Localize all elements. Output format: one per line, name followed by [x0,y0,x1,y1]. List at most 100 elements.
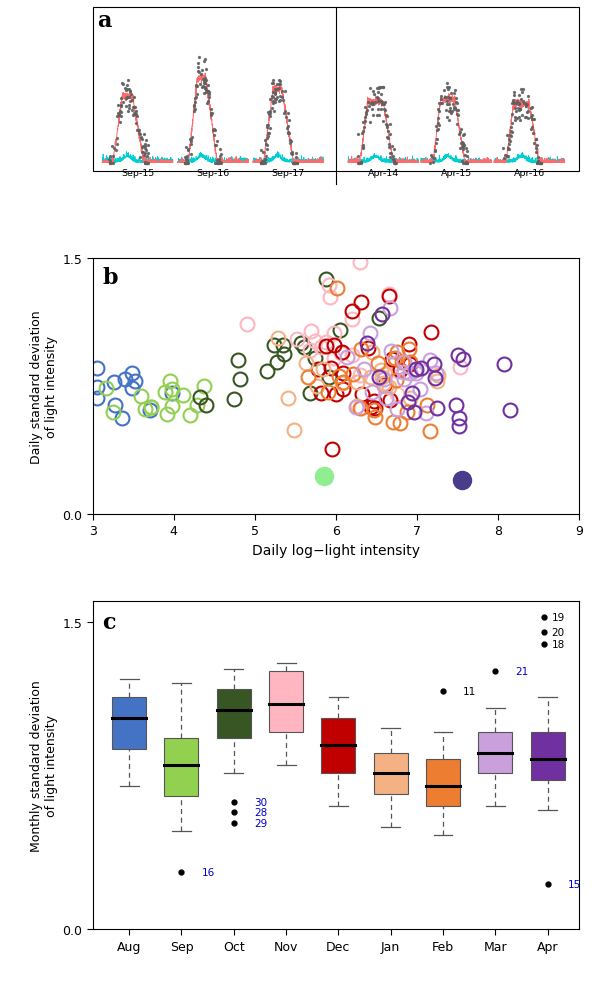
Point [140,146,149,162]
Point [134,125,143,141]
Point [191,79,201,94]
Point [377,94,387,110]
Text: 21: 21 [516,666,529,676]
Point [131,103,140,119]
Point [456,136,466,152]
Point [198,79,208,94]
Point [198,81,207,96]
Point [510,113,520,129]
Point [434,118,444,134]
Point [263,126,272,142]
Point [367,96,377,112]
Point [187,136,196,152]
Point [140,138,149,154]
Point [441,90,450,106]
Point [202,83,211,98]
Point [195,66,204,82]
Point [377,96,386,112]
Point [453,106,462,122]
Point [275,74,284,89]
Bar [164,739,198,796]
Point [114,108,124,124]
Point [370,95,380,111]
Point [534,155,544,171]
Point [259,154,269,170]
Point [282,120,292,136]
Point [208,123,218,139]
Point [536,155,546,171]
Point [206,106,216,122]
Point [358,124,368,140]
Point [527,101,536,117]
Point [514,97,524,113]
Point [368,97,378,113]
Point [434,104,444,120]
Point [275,78,284,93]
Point [390,155,399,171]
Point [291,150,301,166]
Point [180,155,190,171]
Point [192,87,201,103]
Point [384,139,394,155]
Point [259,145,268,161]
Point [521,99,531,115]
Point [460,148,469,164]
Point [266,109,275,125]
Point [372,90,381,106]
Point [204,90,214,106]
Point [215,152,224,168]
Point [388,151,398,167]
Point [389,155,399,171]
Point [380,95,390,111]
Point [385,146,395,162]
Y-axis label: Daily standard deviation
of light intensity: Daily standard deviation of light intens… [30,310,58,463]
Point [369,87,378,103]
Point [116,98,125,114]
Point [204,84,214,100]
Point [213,155,222,171]
Point [513,100,522,116]
Point [389,154,399,170]
Point [200,82,210,97]
Point [122,83,132,98]
Point [459,127,469,143]
Point [533,155,542,171]
Point [130,100,139,116]
Point [514,109,524,125]
Point [527,120,537,136]
Point [140,155,150,171]
Point [527,108,536,124]
Point [275,94,284,110]
Point [382,118,392,134]
Point [279,92,288,108]
Point [360,113,370,129]
Point [506,123,516,139]
Point [213,153,223,169]
Point [353,149,363,165]
Point [125,101,134,117]
Point [432,132,441,148]
Point [202,62,211,78]
Point [260,133,270,149]
Point [181,152,190,168]
Point [200,71,210,86]
Point [521,110,531,126]
Point [448,96,458,112]
Point [128,108,138,124]
Point [196,67,206,83]
Point [116,108,126,124]
Point [141,142,151,158]
Point [181,150,190,166]
Point [430,144,439,160]
Point [140,155,149,171]
Point [429,151,439,167]
Point [126,86,136,102]
Point [361,107,371,123]
Point [387,146,396,162]
Point [266,103,275,119]
Point [113,105,123,121]
Point [269,77,278,92]
Point [190,102,199,118]
Point [133,122,142,138]
Point [358,141,367,157]
